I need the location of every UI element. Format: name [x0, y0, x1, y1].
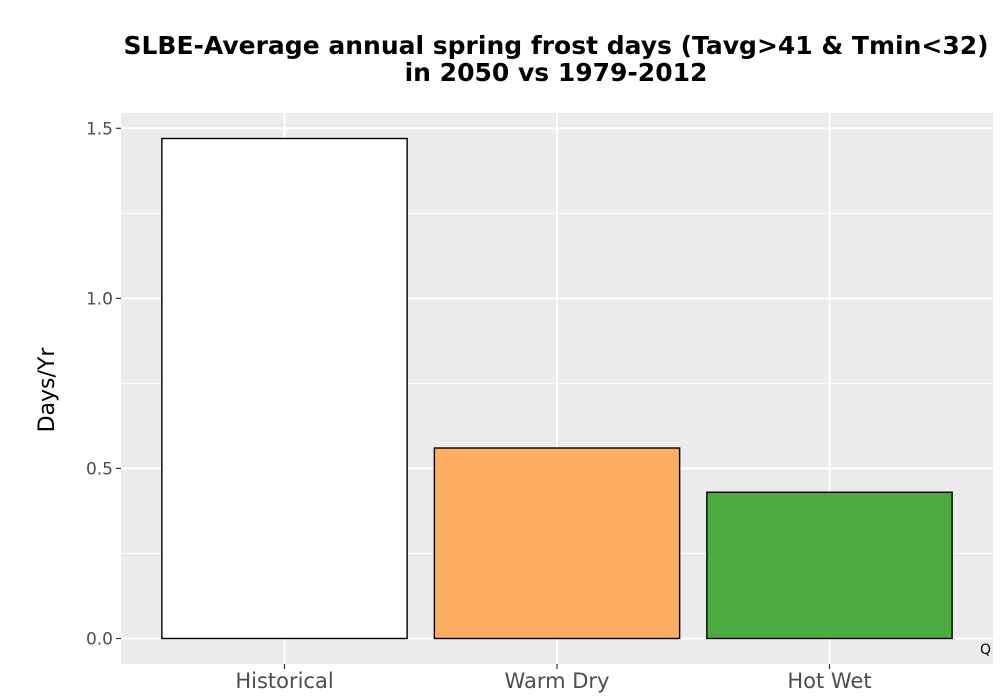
y-tick-label: 1.5: [86, 119, 113, 139]
chart-title-line-1: SLBE-Average annual spring frost days (T…: [123, 31, 989, 60]
x-tick-label: Hot Wet: [787, 669, 871, 693]
bars: [161, 137, 953, 640]
y-axis-label: Days/Yr: [35, 347, 60, 433]
corner-mark: Q: [980, 642, 991, 658]
x-tick-label: Historical: [235, 669, 333, 693]
x-axis: Historical Warm Dry Hot Wet: [235, 664, 872, 693]
x-tick-label: Warm Dry: [505, 669, 610, 693]
y-tick-label: 0.5: [86, 459, 113, 479]
bar-historical: [161, 137, 408, 640]
bar-warm-dry: [433, 447, 681, 640]
y-axis: 0.0 0.5 1.0 1.5: [86, 119, 121, 649]
y-tick-label: 0.0: [86, 629, 113, 649]
chart-title-line-2: in 2050 vs 1979-2012: [404, 58, 708, 87]
bar-hot-wet: [706, 491, 953, 640]
y-tick-label: 1.0: [86, 289, 113, 309]
